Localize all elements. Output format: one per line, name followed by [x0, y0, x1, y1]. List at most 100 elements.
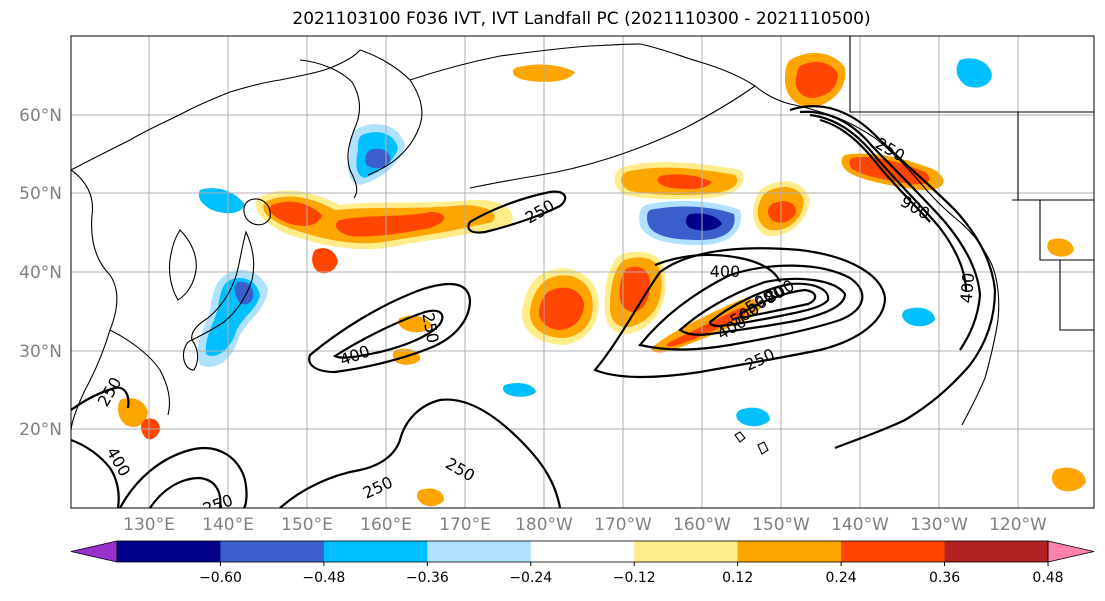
- lon-label: 150°E: [281, 515, 333, 535]
- shade-pos-se: [1051, 467, 1086, 492]
- coast-okhotsk: [299, 59, 361, 199]
- shade-neg-s5: [502, 382, 536, 397]
- colorbar-extend-max: [1047, 540, 1095, 563]
- map-content: 2502504004002502502502502504004004002505…: [71, 36, 1094, 508]
- ivt-contours: [71, 105, 997, 508]
- colorbar-tick-label: −0.36: [406, 570, 449, 586]
- shade-pos-north-band-strong: [657, 174, 712, 190]
- lon-label: 150°W: [752, 515, 810, 535]
- coast-kamchatka: [359, 49, 423, 176]
- lon-label: 160°E: [360, 515, 412, 535]
- colorbar-tick-label: 0.36: [929, 570, 960, 586]
- contour-250-plume: [593, 247, 887, 379]
- map-frame: [70, 35, 1095, 509]
- shade-neg-mid: [736, 407, 770, 427]
- coast-hawaii: [734, 431, 769, 455]
- contour-800-plume: [738, 288, 817, 319]
- contour-900-gulf: [819, 118, 931, 223]
- longitude-labels: 130°E 140°E 150°E 160°E 170°E 180°W 170°W 160°W…: [123, 515, 1047, 535]
- colorbar-segment: [737, 541, 842, 562]
- colorbar-tick-label: −0.24: [509, 570, 552, 586]
- contour-400-far-west: [71, 438, 120, 508]
- shade-neg-ne-canada: [956, 58, 992, 88]
- contour-label: 400: [957, 272, 979, 304]
- colorbar-segment: [841, 541, 946, 562]
- coast-aleutians: [469, 85, 756, 189]
- border-states-2: [1059, 260, 1094, 331]
- lat-label: 40°N: [19, 263, 62, 283]
- coast-korea: [168, 229, 197, 301]
- colorbar-segment: [220, 541, 325, 562]
- border-states-1: [1039, 200, 1094, 261]
- contour-250-south-a: [279, 398, 562, 508]
- coast-japan-hokkaido: [243, 198, 271, 226]
- colorbar-tick-label: 0.48: [1032, 570, 1063, 586]
- colorbar-segment: [117, 541, 221, 562]
- shade-pos-bc: [1047, 238, 1074, 257]
- colorbar-tick-label: −0.60: [199, 570, 242, 586]
- contour-label: 400: [710, 262, 741, 281]
- contour-400-west: [332, 309, 444, 359]
- contour-400-south: [149, 476, 222, 508]
- contour-250-west: [308, 283, 472, 374]
- lat-label: 30°N: [19, 342, 62, 362]
- lon-label: 120°W: [989, 515, 1047, 535]
- colorbar-tick-label: 0.24: [826, 570, 857, 586]
- coast-alaska: [639, 43, 1000, 426]
- lon-label: 160°W: [673, 515, 731, 535]
- contour-250-south-b: [119, 447, 248, 508]
- contour-400-gulf: [799, 110, 982, 351]
- colorbar-segment: [530, 541, 635, 562]
- lat-label: 20°N: [19, 420, 62, 440]
- latitude-labels: 60°N 50°N 40°N 30°N 20°N: [19, 106, 62, 440]
- shade-neg-korea: [198, 188, 245, 214]
- lon-label: 180°W: [515, 515, 573, 535]
- contour-labels: 2502504004002502502502502504004004002505…: [94, 134, 979, 508]
- shade-pos-filament-strong: [666, 307, 747, 347]
- colorbar-extend-min: [70, 540, 118, 563]
- lat-label: 60°N: [19, 106, 62, 126]
- shade-neg-okhotsk-strong: [365, 148, 391, 169]
- border-ak-canada: [849, 36, 1094, 113]
- colorbar-segment: [323, 541, 428, 562]
- coast-china: [109, 329, 171, 416]
- contour-400-plume: [638, 264, 864, 351]
- contour-250-north: [467, 190, 567, 234]
- shade-pos-east-strong: [767, 201, 796, 223]
- shade-neg-japan-strong: [234, 281, 254, 305]
- contour-400-hook: [654, 253, 782, 283]
- coast-siberia-north: [409, 43, 641, 81]
- shade-pos-nw: [118, 398, 148, 427]
- lon-label: 140°E: [202, 515, 254, 535]
- lon-label: 130°E: [123, 515, 175, 535]
- coastlines: [71, 36, 1094, 455]
- contour-600-plume: [708, 282, 830, 328]
- shade-pos-s4: [417, 488, 444, 507]
- colorbar-tick-label: −0.12: [613, 570, 656, 586]
- coast-japan-kyushu: [182, 339, 199, 371]
- lat-label: 50°N: [19, 184, 62, 204]
- contour-250-gulf-lower: [834, 364, 971, 450]
- graticule: [71, 36, 1094, 508]
- shade-pos-japan-band-strong: [269, 201, 322, 226]
- shade-pos-ne-gulf-strong: [795, 61, 838, 98]
- colorbar-outline: [116, 540, 1049, 563]
- map-title: 2021103100 F036 IVT, IVT Landfall PC (20…: [292, 9, 871, 29]
- shade-pos-s3: [312, 248, 338, 274]
- contour-500-plume: [678, 277, 847, 336]
- colorbar-segment: [427, 541, 532, 562]
- colorbar-tick-label: −0.48: [302, 570, 345, 586]
- shade-pos-central-a-strong: [538, 287, 584, 330]
- shade-pos-coast-strong: [849, 156, 930, 185]
- lon-label: 130°W: [910, 515, 968, 535]
- lon-label: 140°W: [831, 515, 889, 535]
- colorbar-segment: [634, 541, 739, 562]
- contour-250-gulf: [789, 105, 997, 366]
- lon-label: 170°E: [439, 515, 491, 535]
- contour-500-gulf: [809, 113, 968, 293]
- colorbar-tick-label: 0.12: [722, 570, 753, 586]
- contour-250-far-west: [71, 386, 130, 411]
- pc-shading-layer: [118, 53, 1086, 507]
- lon-label: 170°W: [594, 515, 652, 535]
